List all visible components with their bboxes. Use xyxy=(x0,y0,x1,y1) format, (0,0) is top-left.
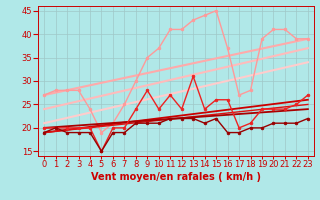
X-axis label: Vent moyen/en rafales ( km/h ): Vent moyen/en rafales ( km/h ) xyxy=(91,172,261,182)
